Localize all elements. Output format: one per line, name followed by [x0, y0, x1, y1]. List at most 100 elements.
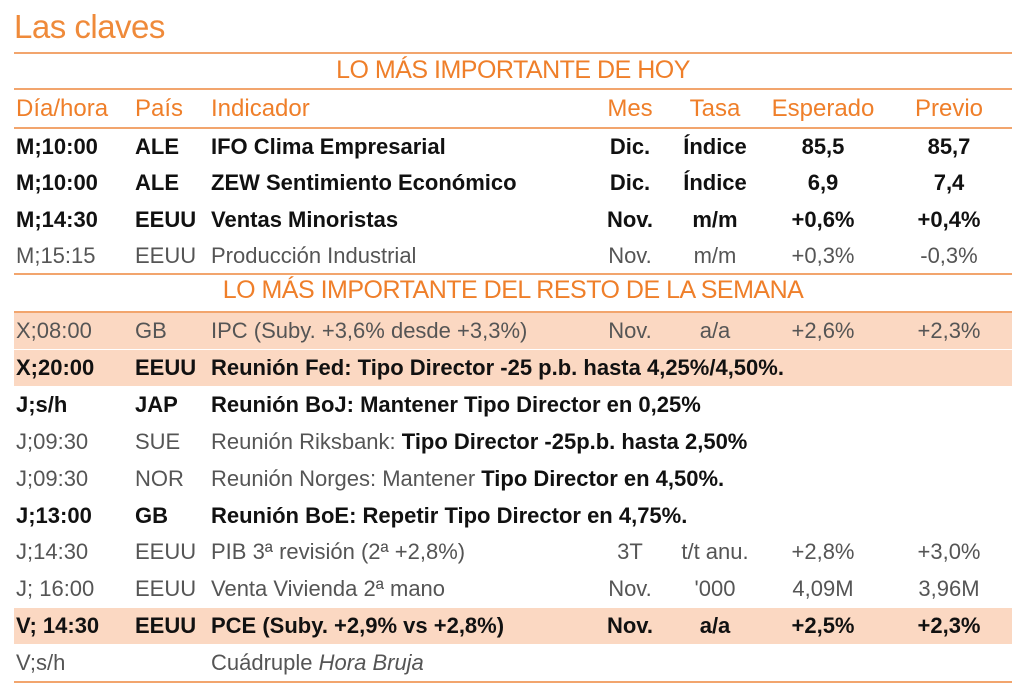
table-row: J;s/h JAP Reunión BoJ: Mantener Tipo Direc… — [14, 387, 1012, 423]
day-time: V; 14:30 — [16, 613, 100, 639]
country: ALE — [135, 134, 179, 159]
indicator-text: Reunión Fed: Tipo Director -25 p.b. hast… — [211, 354, 784, 380]
month: Nov. — [608, 576, 652, 602]
previous: +2,3% — [917, 318, 981, 343]
country: GB — [135, 318, 167, 343]
indicator: Venta Vivienda 2ª mano — [211, 571, 445, 607]
country: EEUU — [135, 613, 197, 639]
table-row: M;14:30 EEUU Ventas Minoristas Nov. m/m +0,6%… — [14, 202, 1012, 238]
day-time: J;13:00 — [16, 502, 92, 528]
expected: 4,09M — [792, 576, 854, 602]
day-time: J;09:30 — [16, 465, 89, 491]
indicator-text: Producción Industrial — [211, 242, 417, 268]
section-today-title: LO MÁS IMPORTANTE DE HOY — [336, 56, 690, 84]
indicator-bold-text: Tipo Director en 4,50%. — [481, 465, 725, 491]
divider — [14, 273, 1012, 275]
table-row: J; 16:00 EEUU Venta Vivienda 2ª mano Nov. '0… — [14, 571, 1012, 607]
day-time: M;10:00 — [16, 170, 98, 196]
rate: m/m — [692, 206, 738, 232]
previous: +3,0% — [917, 539, 981, 565]
indicator-text: Venta Vivienda 2ª mano — [211, 576, 446, 602]
expected: 85,5 — [801, 134, 845, 159]
indicator: ZEW Sentimiento Económico — [211, 165, 517, 201]
country: ALE — [135, 170, 179, 196]
header-rate: Tasa — [689, 95, 741, 122]
day-time: M;15:15 — [16, 242, 96, 268]
expected: +2,6% — [791, 318, 855, 343]
day-time: J; 16:00 — [16, 576, 95, 602]
indicator-text: Reunión Norges: Mantener — [211, 465, 482, 491]
country: EEUU — [135, 539, 197, 565]
country: EEUU — [135, 354, 197, 380]
indicator-text: Reunión BoE: Repetir Tipo Director en 4,… — [211, 502, 688, 528]
expected: +0,6% — [791, 206, 855, 232]
rate: Índice — [683, 170, 747, 196]
header-month: Mes — [607, 95, 653, 122]
expected: 6,9 — [807, 170, 839, 196]
indicator: Reunión Riksbank: Tipo Director -25p.b. … — [211, 424, 747, 460]
day-time: X;08:00 — [16, 318, 92, 343]
day-time: M;14:30 — [16, 206, 98, 232]
country: SUE — [135, 428, 181, 454]
header-indicator: Indicador — [211, 95, 310, 122]
indicator-text: IPC (Suby. +3,6% desde +3,3%) — [211, 318, 528, 343]
country: NOR — [135, 465, 184, 491]
indicator: Producción Industrial — [211, 238, 416, 274]
divider — [14, 311, 1012, 313]
table-row: J;09:30 SUE Reunión Riksbank: Tipo Directo… — [14, 424, 1012, 460]
table-row: M;10:00 ALE ZEW Sentimiento Económico Dic. Í… — [14, 165, 1012, 201]
indicator-text: IFO Clima Empresarial — [211, 134, 446, 159]
previous: +0,4% — [917, 206, 981, 232]
header-previous: Previo — [914, 95, 984, 122]
divider — [14, 52, 1012, 54]
day-time: M;10:00 — [16, 134, 98, 159]
divider — [14, 681, 1012, 683]
previous: 7,4 — [933, 170, 965, 196]
previous: -0,3% — [920, 242, 978, 268]
indicator-text: PIB 3ª revisión (2ª +2,8%) — [211, 539, 466, 565]
header-day: Día/hora — [16, 95, 109, 122]
indicator: IPC (Suby. +3,6% desde +3,3%) — [211, 313, 527, 349]
country: JAP — [135, 391, 178, 417]
month: Nov. — [606, 206, 654, 232]
rate: a/a — [699, 318, 731, 343]
country: EEUU — [135, 206, 197, 232]
indicator-italic-text: Hora Bruja — [318, 650, 424, 676]
table-row: J;09:30 NOR Reunión Norges: Mantener Tipo … — [14, 461, 1012, 497]
rate: t/t anu. — [681, 539, 749, 565]
table-row: M;10:00 ALE IFO Clima Empresarial Dic. Índic… — [14, 129, 1012, 165]
table-row: X;20:00 EEUU Reunión Fed: Tipo Director -2… — [14, 349, 1012, 386]
table-row: J;14:30 EEUU PIB 3ª revisión (2ª +2,8%) 3T t… — [14, 534, 1012, 570]
indicator: Reunión BoE: Repetir Tipo Director en 4,… — [211, 498, 687, 534]
table-row: V; 14:30 EEUU PCE (Suby. +2,9% vs +2,8%) No… — [14, 608, 1012, 645]
indicator-text: Reunión Riksbank: — [211, 428, 402, 454]
indicator: Cuádruple Hora Bruja — [211, 645, 424, 681]
divider — [14, 127, 1012, 129]
month: Dic. — [609, 134, 651, 159]
divider — [14, 88, 1012, 90]
day-time: X;20:00 — [16, 354, 95, 380]
expected: +2,5% — [791, 613, 855, 639]
month: Nov. — [608, 318, 652, 343]
indicator: Ventas Minoristas — [211, 202, 398, 238]
header-expected: Esperado — [771, 95, 875, 122]
indicator-bold-text: Tipo Director -25p.b. hasta 2,50% — [401, 428, 748, 454]
indicator: PCE (Suby. +2,9% vs +2,8%) — [211, 608, 504, 644]
section-week-title: LO MÁS IMPORTANTE DEL RESTO DE LA SEMANA — [222, 276, 804, 304]
indicator-text: ZEW Sentimiento Económico — [211, 170, 517, 196]
month: Nov. — [608, 242, 652, 268]
country: EEUU — [135, 576, 197, 602]
day-time: J;09:30 — [16, 428, 89, 454]
table-row: J;13:00 GB Reunión BoE: Repetir Tipo Direc… — [14, 498, 1012, 534]
page-title: Las claves — [14, 8, 165, 45]
month: Dic. — [609, 170, 651, 196]
indicator-text: PCE (Suby. +2,9% vs +2,8%) — [211, 613, 505, 639]
previous: +2,3% — [917, 613, 981, 639]
table-row: V;s/h Cuádruple Hora Bruja — [14, 645, 1012, 681]
indicator: Reunión Norges: Mantener Tipo Director e… — [211, 461, 724, 497]
month: Nov. — [606, 613, 654, 639]
indicator-text: Reunión BoJ: Mantener Tipo Director en 0… — [211, 391, 701, 417]
indicator: Reunión BoJ: Mantener Tipo Director en 0… — [211, 387, 701, 423]
country: EEUU — [135, 242, 197, 268]
previous: 85,7 — [927, 134, 971, 159]
